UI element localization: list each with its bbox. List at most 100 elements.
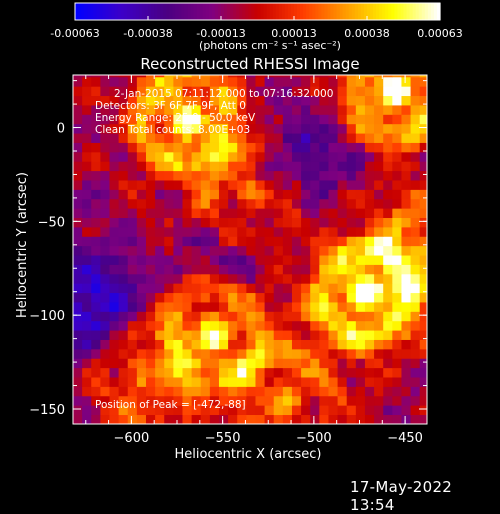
x-tick-label: −450 (387, 431, 423, 446)
heatmap-cell (346, 95, 357, 106)
heatmap-cell (401, 142, 411, 153)
heatmap-cell (291, 189, 302, 200)
heatmap-cell (255, 302, 265, 312)
heatmap-cell (401, 377, 411, 387)
heatmap-cell (100, 395, 110, 406)
colorbar-swatch (84, 3, 88, 20)
heatmap-cell (264, 405, 275, 416)
heatmap-cell (392, 330, 402, 340)
heatmap-cell (291, 114, 302, 125)
heatmap-cell (145, 226, 156, 237)
colorbar-swatch (278, 3, 283, 20)
heatmap-cell (73, 161, 83, 172)
heatmap-cell (173, 377, 183, 387)
heatmap-cell (346, 414, 357, 424)
heatmap-cell (155, 226, 165, 237)
colorbar-swatch (284, 3, 289, 20)
heatmap-cell (173, 198, 183, 209)
colorbar-swatch (120, 3, 125, 20)
heatmap-cell (337, 189, 348, 200)
colorbar-swatch (336, 3, 341, 20)
heatmap-cell (127, 330, 138, 340)
heatmap-cell (355, 255, 366, 265)
heatmap-cell (155, 255, 165, 265)
heatmap-cell (237, 292, 247, 303)
heatmap-cell (419, 320, 427, 331)
heatmap-cell (109, 386, 120, 397)
heatmap-cell (273, 395, 284, 406)
heatmap-cell (237, 320, 247, 331)
heatmap-cell (310, 414, 320, 424)
colorbar-swatch (397, 3, 402, 20)
heatmap-cell (145, 86, 156, 97)
heatmap-cell (328, 320, 338, 331)
heatmap-cell (164, 395, 174, 406)
heatmap-cell (237, 311, 247, 322)
heatmap-cell (282, 255, 293, 265)
heatmap-cell (337, 283, 348, 294)
heatmap-cell (118, 358, 129, 369)
heatmap-cell (218, 414, 229, 424)
heatmap-cell (228, 292, 238, 303)
heatmap-cell (364, 377, 375, 387)
heatmap-cell (410, 198, 421, 209)
heatmap-cell (346, 76, 357, 87)
heatmap-cell (200, 76, 211, 87)
colorbar-swatch (436, 3, 441, 20)
heatmap-cell (155, 311, 165, 322)
heatmap-cell (301, 114, 311, 125)
heatmap-cell (191, 180, 202, 190)
colorbar-swatch (430, 3, 435, 20)
heatmap-cell (337, 86, 348, 97)
heatmap-cell (164, 114, 174, 125)
colorbar-swatch (345, 3, 350, 20)
heatmap-cell (100, 311, 110, 322)
heatmap-cell (273, 358, 284, 369)
colorbar-swatch (208, 3, 213, 20)
heatmap-cell (118, 348, 129, 359)
heatmap-cell (237, 105, 247, 115)
heatmap-cell (419, 114, 427, 125)
heatmap-cell (419, 395, 427, 406)
heatmap-cell (136, 198, 147, 209)
heatmap-cell (173, 264, 183, 275)
heatmap-cell (264, 358, 275, 369)
heatmap-cell (209, 75, 220, 78)
heatmap-cell (328, 75, 338, 78)
heatmap-cell (237, 273, 247, 284)
heatmap-cell (374, 283, 384, 294)
heatmap-cell (136, 358, 147, 369)
heatmap-cell (364, 123, 375, 134)
heatmap-cell (200, 377, 211, 387)
heatmap-cell (73, 264, 83, 275)
colorbar-swatch (263, 3, 268, 20)
heatmap-cell (91, 161, 101, 172)
heatmap-cell (218, 180, 229, 190)
heatmap-cell (145, 367, 156, 378)
heatmap-cell (291, 208, 302, 219)
heatmap-cell (136, 151, 147, 162)
heatmap-cell (155, 151, 165, 162)
colorbar-swatch (260, 3, 265, 20)
heatmap-cell (155, 367, 165, 378)
heatmap-cell (109, 76, 120, 87)
heatmap-cell (319, 161, 329, 172)
heatmap-cell (255, 170, 265, 181)
annotation-line: Detectors: 3F 6F 7F 9F, Att 0 (95, 100, 246, 112)
heatmap-cell (273, 133, 284, 143)
heatmap-cell (410, 283, 421, 294)
heatmap-cell (246, 133, 256, 143)
heatmap-cell (91, 255, 101, 265)
heatmap-cell (301, 292, 311, 303)
heatmap-cell (255, 395, 265, 406)
heatmap-cell (346, 208, 357, 219)
heatmap-cell (328, 95, 338, 106)
heatmap-cell (383, 395, 393, 406)
heatmap-cell (346, 358, 357, 369)
heatmap-cell (155, 208, 165, 219)
heatmap-cell (127, 405, 138, 416)
heatmap-cell (73, 133, 83, 143)
heatmap-cell (109, 367, 120, 378)
heatmap-cell (273, 161, 284, 172)
heatmap-cell (383, 302, 393, 312)
